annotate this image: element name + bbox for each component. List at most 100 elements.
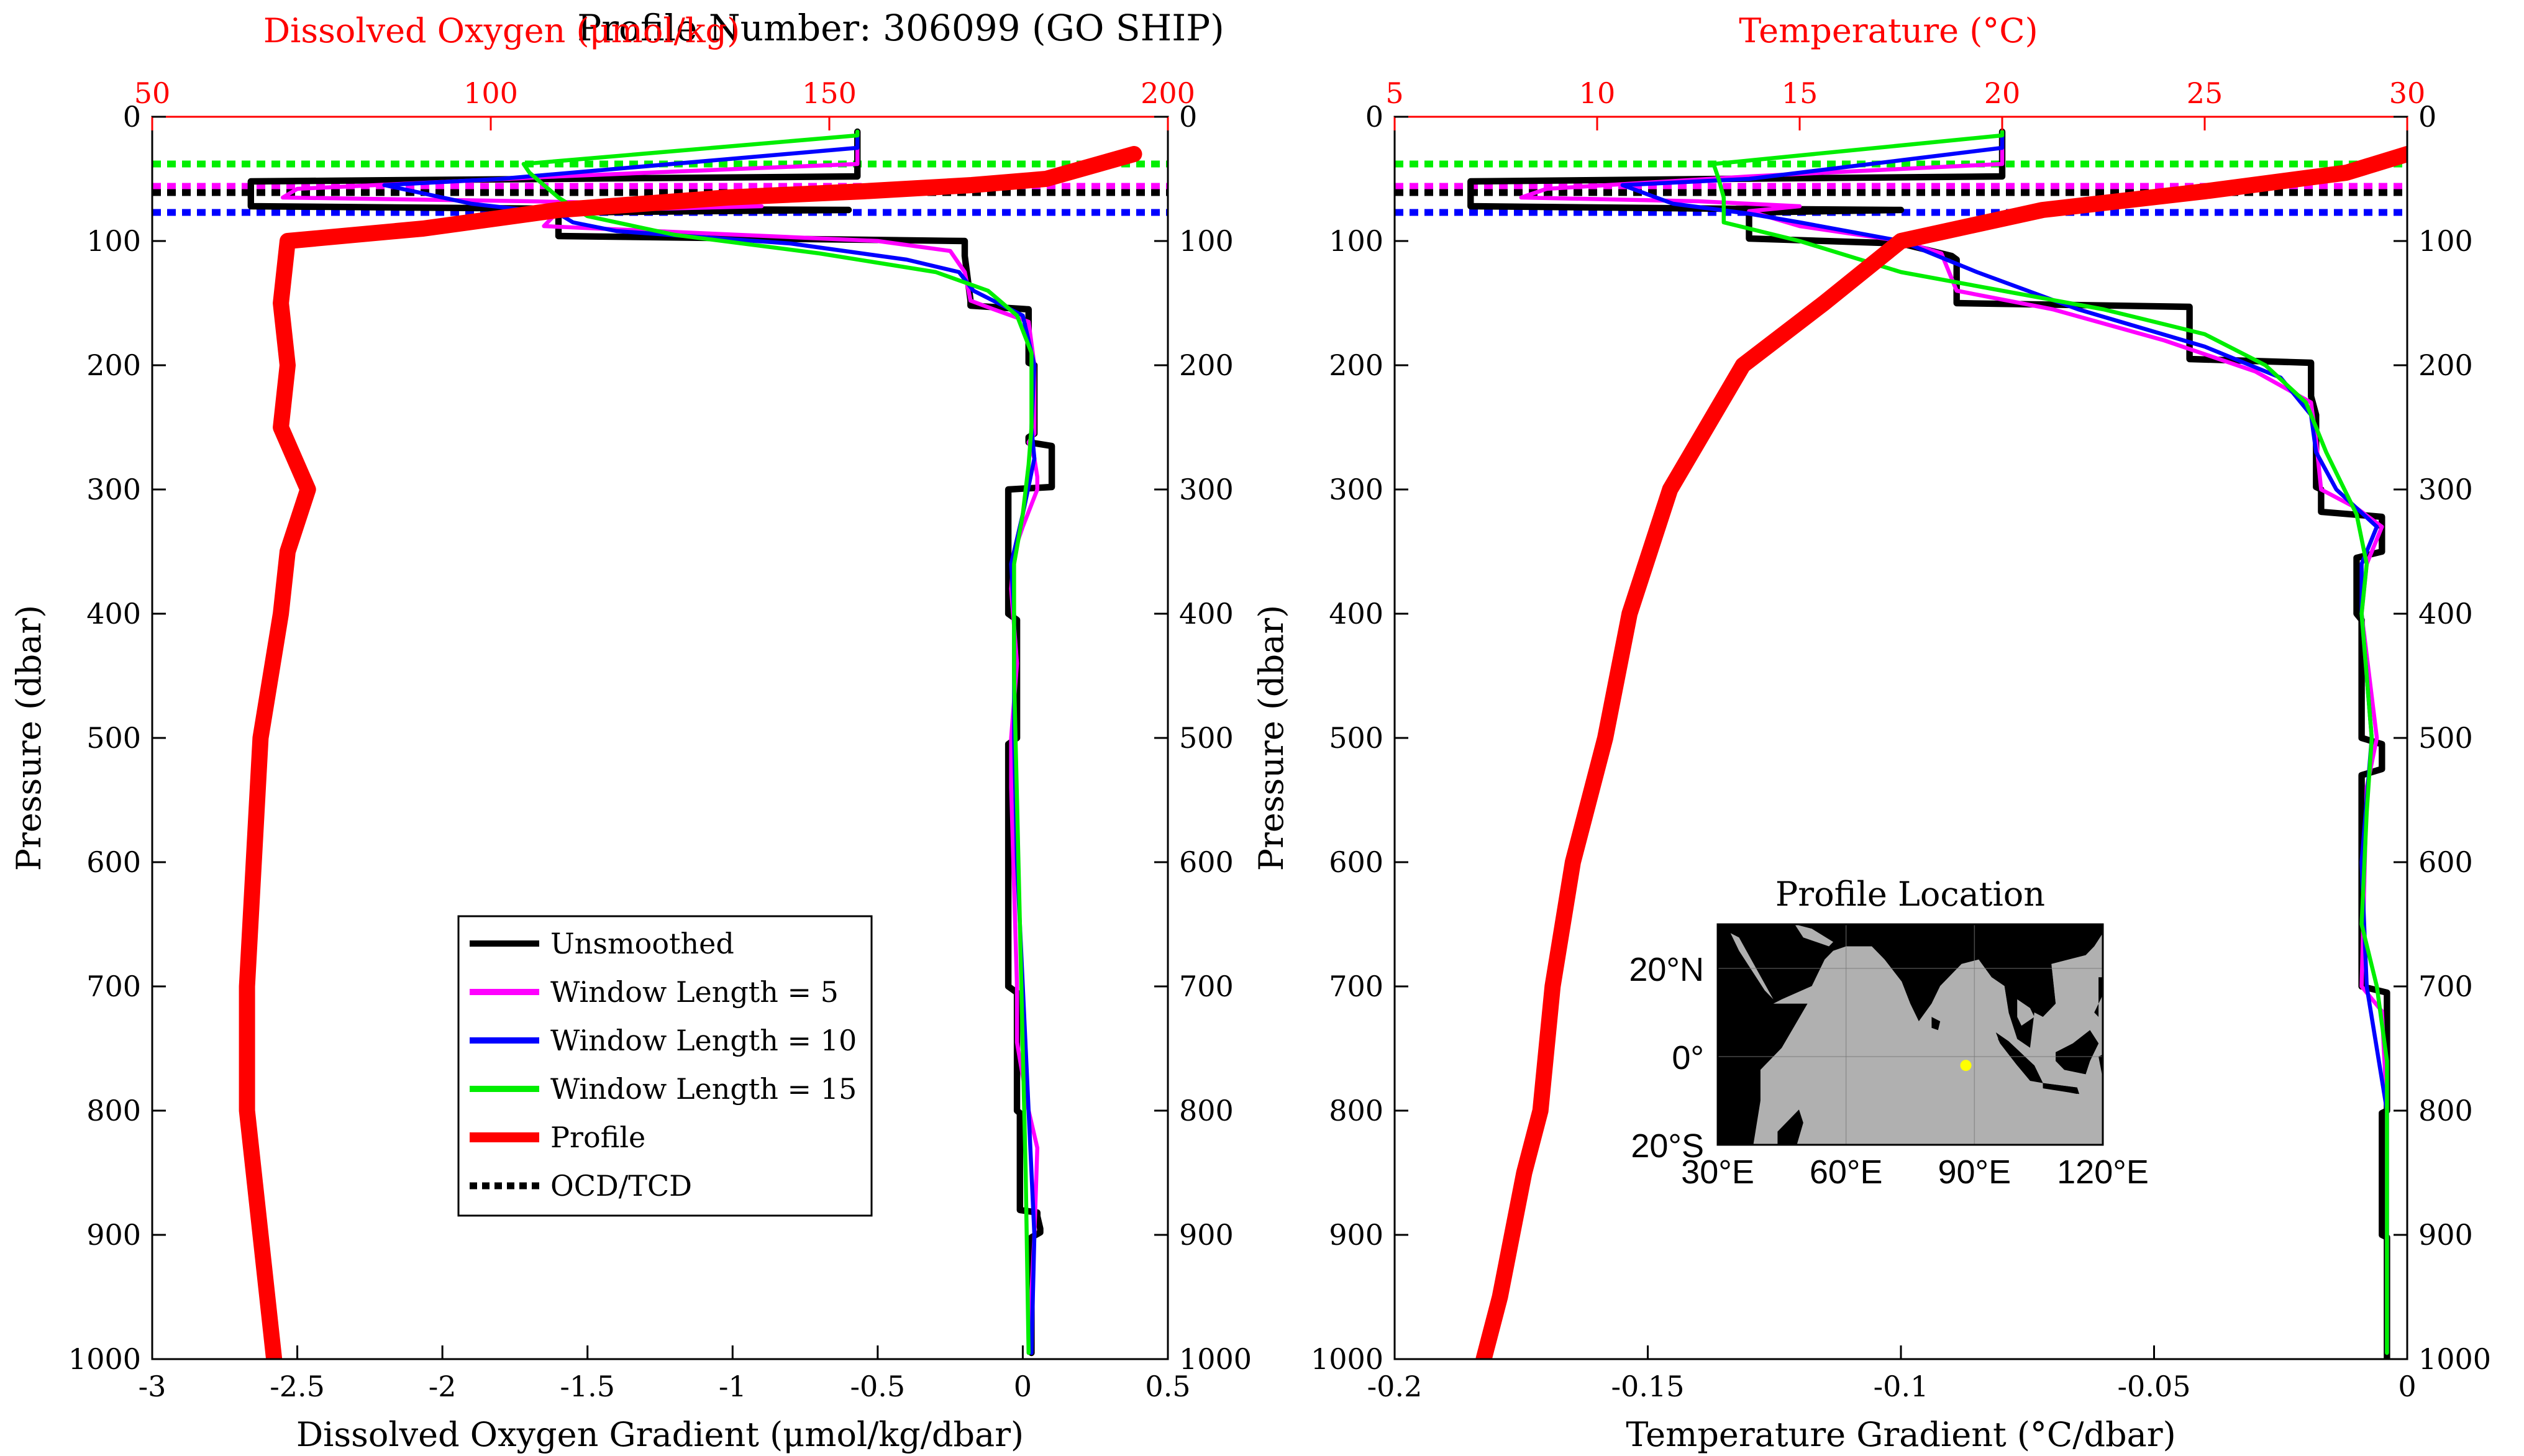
y-tick-label: 200 <box>86 348 141 382</box>
y-tick-label: 0 <box>123 100 141 134</box>
inset-lon-label: 30°E <box>1681 1153 1754 1191</box>
india-indochina-landmass <box>1846 924 2103 1048</box>
y-tick-label-right: 800 <box>2418 1094 2473 1127</box>
y-tick-label: 100 <box>1329 224 1383 258</box>
legend-label: Window Length = 15 <box>550 1072 857 1106</box>
y-tick-label: 300 <box>86 473 141 506</box>
x-tick-label: -2 <box>429 1370 457 1403</box>
y-tick-label-right: 300 <box>1179 473 1234 506</box>
y-tick-label: 600 <box>1329 845 1383 879</box>
madagascar-island-top <box>1777 1109 1803 1145</box>
inset-lat-label: 20°S <box>1631 1127 1704 1165</box>
sri-lanka-island-top <box>1931 1017 1941 1031</box>
x2-tick-label: 5 <box>1385 76 1403 110</box>
x2-axis-label: Temperature (°C) <box>1739 11 2038 50</box>
gulf-of-thailand <box>2017 999 2034 1026</box>
x-tick-label: -0.5 <box>850 1370 906 1403</box>
legend-label: Window Length = 10 <box>550 1024 857 1057</box>
south-china-sea <box>2034 955 2103 1052</box>
y-tick-label-right: 100 <box>1179 224 1234 258</box>
x2-tick-label: 20 <box>1984 76 2021 110</box>
x2-tick-label: 15 <box>1782 76 1818 110</box>
y-tick-label-right: 900 <box>2418 1218 2473 1252</box>
y-tick-label-right: 500 <box>2418 721 2473 755</box>
x-tick-label: -0.15 <box>1611 1370 1685 1403</box>
y-tick-label: 600 <box>86 845 141 879</box>
inset-lon-label: 120°E <box>2057 1153 2149 1191</box>
inset-frame <box>1716 923 2104 1146</box>
y-tick-label-right: 200 <box>1179 348 1234 382</box>
location-inset-map: Profile Location 30°E 60°E 90°E 120°E 20°N 0° 2… <box>1629 875 2149 1191</box>
x2-tick-label: 25 <box>2187 76 2223 110</box>
x-tick-label: -1 <box>719 1370 747 1403</box>
y-tick-label: 700 <box>86 970 141 1003</box>
y-tick-label: 300 <box>1329 473 1383 506</box>
plot-area <box>152 128 1168 1359</box>
x-tick-label: -1.5 <box>560 1370 615 1403</box>
y-tick-label-right: 1000 <box>2418 1342 2491 1376</box>
sulawesi-island <box>2098 1054 2103 1079</box>
inset-lon-label: 90°E <box>1938 1153 2011 1191</box>
x2-tick-label: 150 <box>802 76 857 110</box>
inset-lat-label: 20°N <box>1629 951 1704 988</box>
x-axis-label: Dissolved Oxygen Gradient (μmol/kg/dbar) <box>296 1415 1024 1454</box>
x2-axis-label: Dissolved Oxygen (μmol/kg) <box>263 11 740 50</box>
y-tick-label-right: 600 <box>1179 845 1234 879</box>
y-tick-label: 500 <box>86 721 141 755</box>
profile-line <box>239 146 1142 1359</box>
x2-tick-label: 10 <box>1579 76 1616 110</box>
legend: Unsmoothed Window Length = 5 Window Length… <box>457 915 873 1217</box>
y-tick-label-right: 100 <box>2418 224 2473 258</box>
inset-lat-label: 0° <box>1672 1039 1704 1076</box>
inset-title: Profile Location <box>1775 875 2045 914</box>
java-island-top <box>2043 1083 2080 1094</box>
gradient-line-0 <box>1467 128 2390 1359</box>
legend-box <box>457 915 873 1217</box>
y-tick-label: 1000 <box>68 1342 141 1376</box>
x-tick-label: -3 <box>139 1370 166 1403</box>
sumatra-island-top <box>1995 1032 2043 1083</box>
red-sea <box>1730 933 1774 999</box>
y-tick-label: 900 <box>86 1218 141 1252</box>
x-axis-label: Temperature Gradient (°C/dbar) <box>1626 1415 2175 1454</box>
y-tick-label-right: 200 <box>2418 348 2473 382</box>
figure-title: Profile Number: 306099 (GO SHIP) <box>577 7 1224 49</box>
y-tick-label: 800 <box>86 1094 141 1127</box>
x-tick-label: 0 <box>1014 1370 1032 1403</box>
profile-line <box>1475 146 2407 1359</box>
x2-tick-label: 100 <box>463 76 518 110</box>
profile-location-marker <box>1960 1060 1972 1072</box>
y-tick-label: 200 <box>1329 348 1383 382</box>
y-tick-label-right: 1000 <box>1179 1342 1252 1376</box>
y-tick-label-right: 400 <box>2418 597 2473 630</box>
x-tick-label: -0.2 <box>1367 1370 1423 1403</box>
y-tick-label: 0 <box>1365 100 1383 134</box>
y-tick-label-right: 700 <box>2418 970 2473 1003</box>
gradient-line-3 <box>521 129 1034 1355</box>
x2-tick-label: 30 <box>2389 76 2426 110</box>
x-tick-label: 0 <box>2398 1370 2416 1403</box>
x-tick-label: -0.1 <box>1874 1370 1929 1403</box>
y-tick-label-right: 500 <box>1179 721 1234 755</box>
x2-tick-label: 200 <box>1141 76 1195 110</box>
plot-area <box>1395 128 2407 1359</box>
y-tick-label: 700 <box>1329 970 1383 1003</box>
y-axis-label: Pressure (dbar) <box>9 605 48 871</box>
y-tick-label-right: 900 <box>1179 1218 1234 1252</box>
inset-map-area <box>1718 924 2103 1145</box>
y-tick-label: 900 <box>1329 1218 1383 1252</box>
y-tick-label: 500 <box>1329 721 1383 755</box>
y-tick-label-right: 800 <box>1179 1094 1234 1127</box>
legend-label: OCD/TCD <box>550 1169 692 1203</box>
x-tick-label: -2.5 <box>270 1370 325 1403</box>
y-tick-label: 400 <box>86 597 141 630</box>
y-tick-label-right: 600 <box>2418 845 2473 879</box>
y-tick-label: 800 <box>1329 1094 1383 1127</box>
y-tick-label-right: 700 <box>1179 970 1234 1003</box>
x2-tick-label: 50 <box>134 76 171 110</box>
y-tick-label-right: 0 <box>1179 100 1197 134</box>
borneo-island-top <box>2056 1030 2099 1075</box>
y-tick-label: 1000 <box>1311 1342 1383 1376</box>
